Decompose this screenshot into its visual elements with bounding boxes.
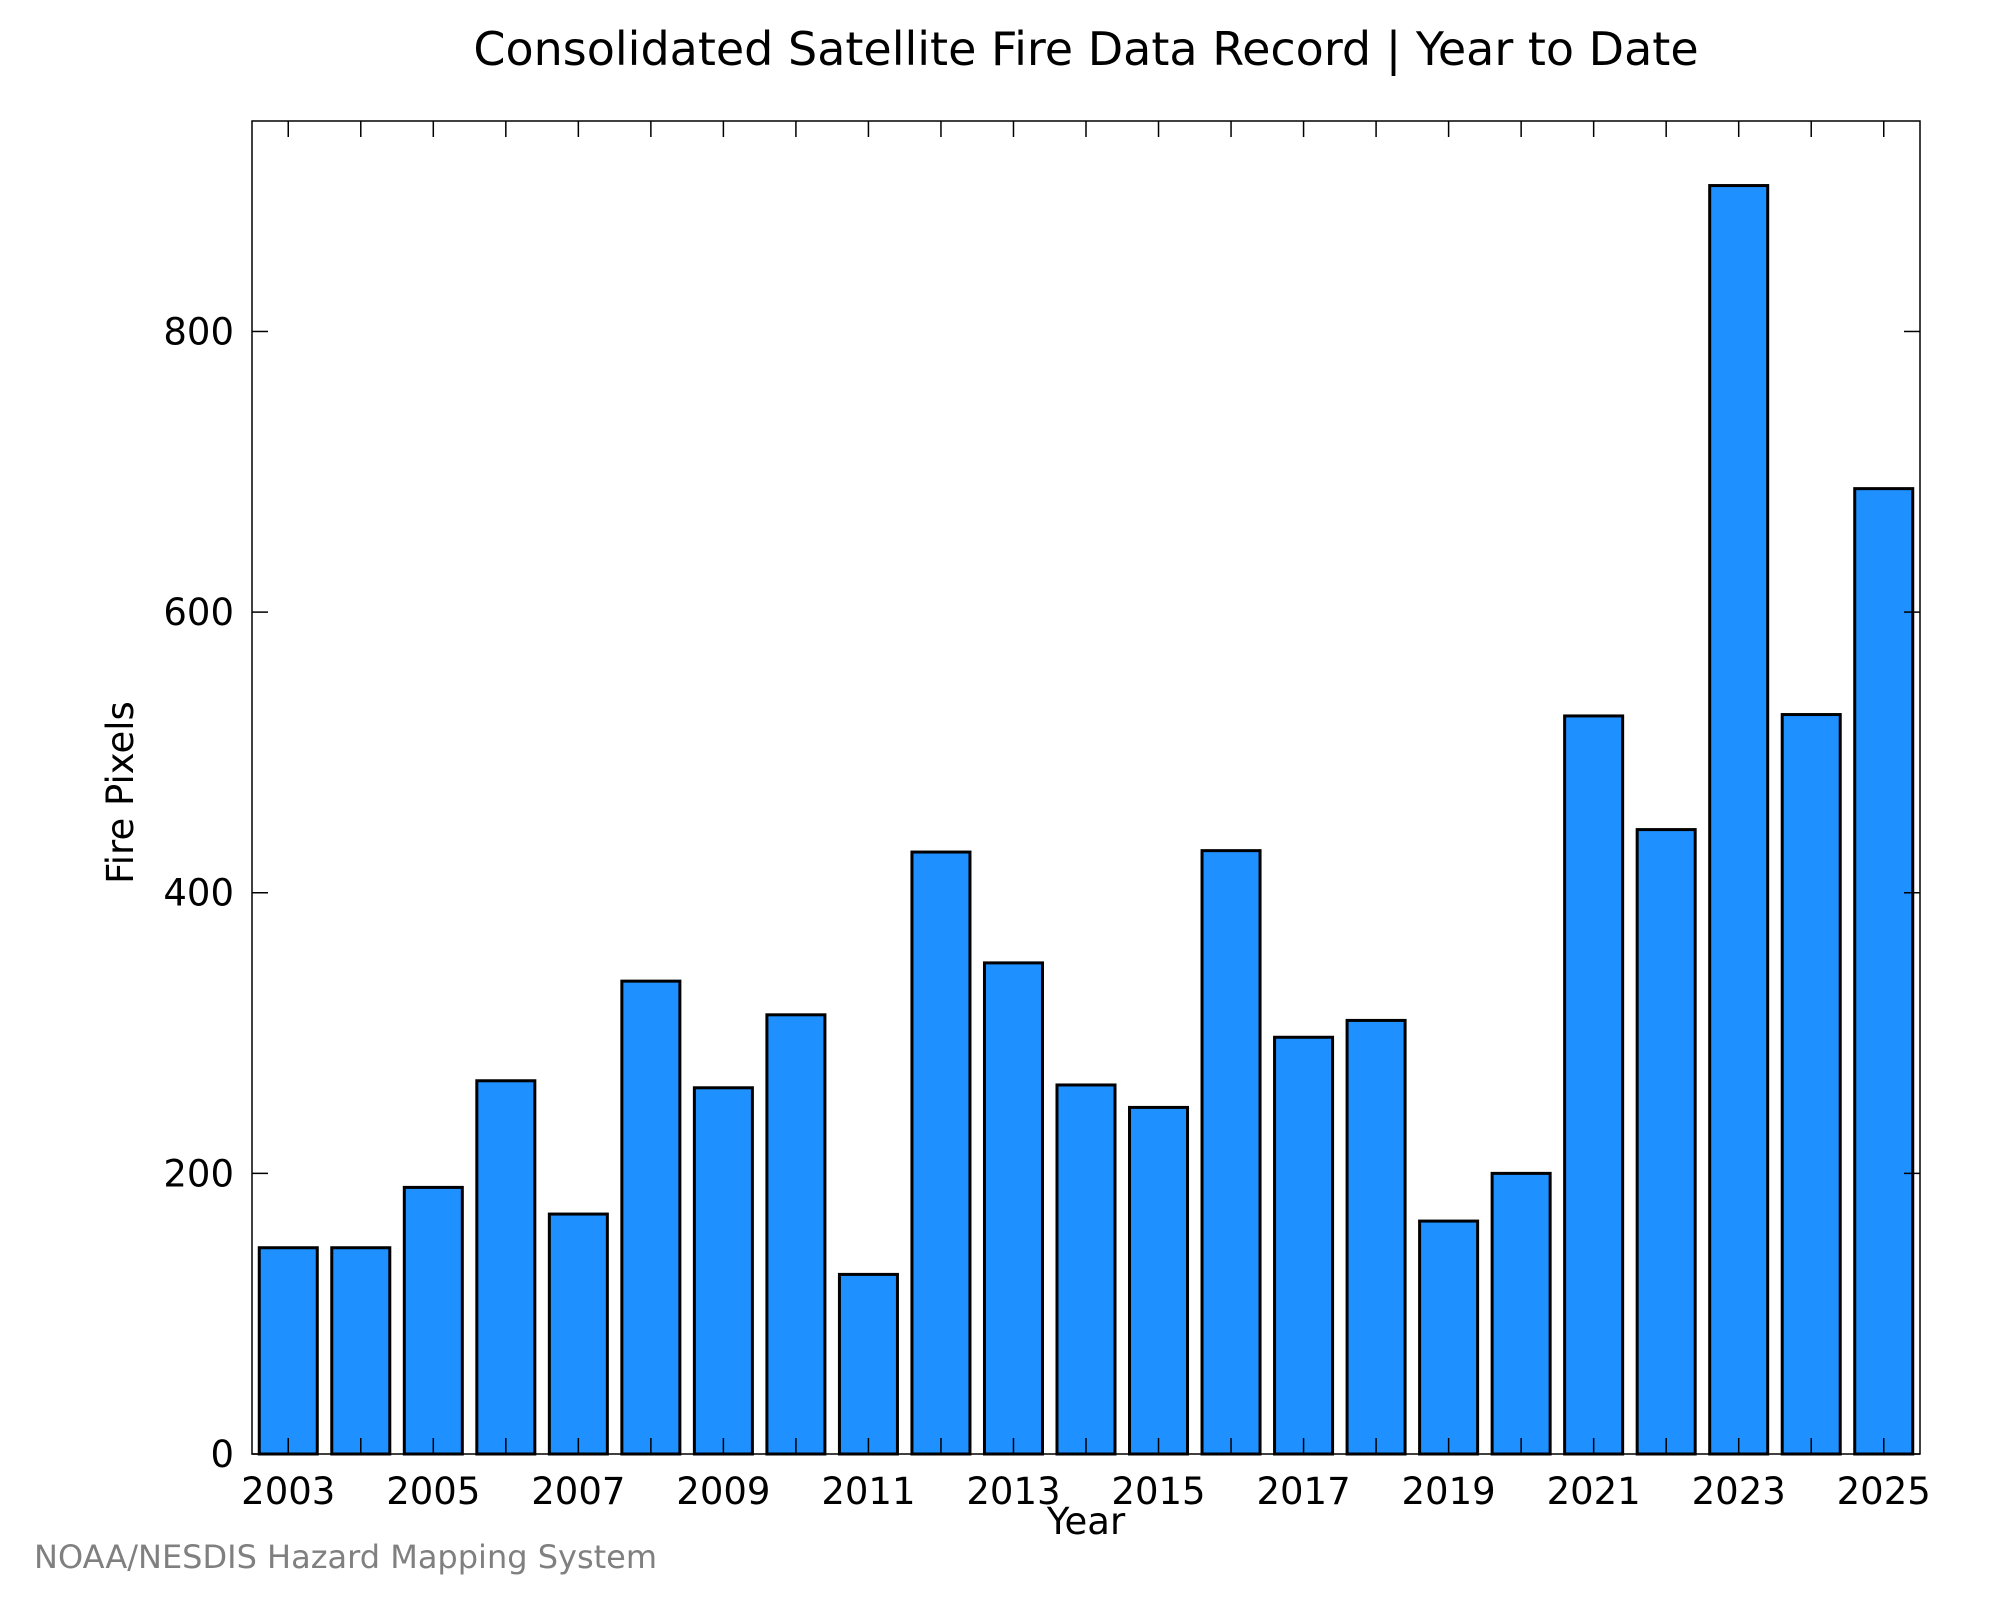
x-tick-label-2007: 2007 — [531, 1470, 625, 1513]
bar-2009 — [692, 1086, 754, 1456]
bar-2008 — [620, 979, 682, 1456]
y-tick-label-400: 400 — [163, 872, 234, 915]
bar-2004 — [330, 1246, 392, 1456]
x-axis-label: Year — [1046, 1500, 1126, 1543]
x-tick-label-2003: 2003 — [241, 1470, 335, 1513]
y-tick-label-0: 0 — [210, 1433, 234, 1476]
x-tick-label-2021: 2021 — [1547, 1470, 1641, 1513]
bar-2013 — [982, 961, 1044, 1456]
y-tick-label-600: 600 — [163, 591, 234, 634]
bar-2023 — [1708, 184, 1770, 1456]
x-tick-label-2015: 2015 — [1111, 1470, 1205, 1513]
bar-2007 — [547, 1212, 609, 1456]
x-tick-label-2009: 2009 — [676, 1470, 770, 1513]
chart-title: Consolidated Satellite Fire Data Record … — [473, 22, 1699, 76]
bar-2024 — [1780, 713, 1842, 1456]
bar-2018 — [1345, 1018, 1407, 1456]
bar-2011 — [837, 1272, 899, 1456]
bar-2022 — [1635, 828, 1697, 1456]
bar-2010 — [765, 1013, 827, 1456]
bar-2003 — [257, 1246, 319, 1456]
x-tick-label-2023: 2023 — [1692, 1470, 1786, 1513]
bar-2016 — [1200, 849, 1262, 1456]
bar-2019 — [1418, 1219, 1480, 1456]
bar-2006 — [475, 1079, 537, 1456]
y-tick-label-800: 800 — [163, 310, 234, 353]
bar-2014 — [1055, 1083, 1117, 1456]
y-axis-label: Fire Pixels — [99, 701, 142, 884]
bar-2012 — [910, 850, 972, 1456]
bar-2020 — [1490, 1171, 1552, 1456]
bar-2015 — [1128, 1105, 1190, 1456]
bar-2021 — [1563, 714, 1625, 1456]
x-tick-label-2011: 2011 — [821, 1470, 915, 1513]
y-tick-label-200: 200 — [163, 1152, 234, 1195]
footer-credit: NOAA/NESDIS Hazard Mapping System — [34, 1538, 658, 1576]
bar-2025 — [1853, 487, 1915, 1456]
bar-2017 — [1273, 1035, 1335, 1456]
x-tick-label-2013: 2013 — [966, 1470, 1060, 1513]
x-tick-label-2017: 2017 — [1256, 1470, 1350, 1513]
x-tick-label-2019: 2019 — [1402, 1470, 1496, 1513]
x-tick-label-2025: 2025 — [1837, 1470, 1931, 1513]
bar-2005 — [402, 1185, 464, 1456]
x-tick-label-2005: 2005 — [386, 1470, 480, 1513]
